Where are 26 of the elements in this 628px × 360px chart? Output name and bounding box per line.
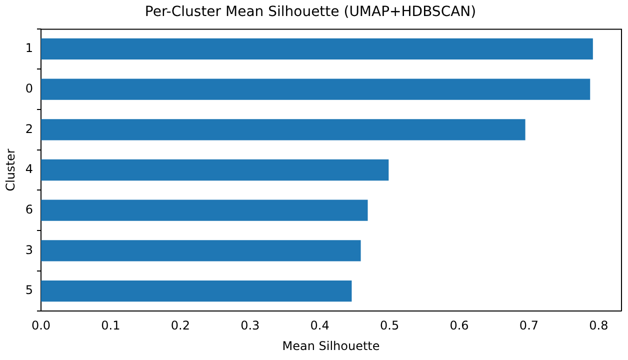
x-axis-title: Mean Silhouette xyxy=(282,338,380,353)
x-tick-label: 0.2 xyxy=(170,318,190,333)
x-tick-label: 0.4 xyxy=(310,318,330,333)
y-tick-label: 2 xyxy=(25,122,33,136)
x-tick-label: 0.3 xyxy=(240,318,260,333)
y-tick-label: 5 xyxy=(25,283,33,298)
y-tick-label: 0 xyxy=(25,81,33,96)
bar xyxy=(41,280,352,302)
bar xyxy=(41,38,593,60)
x-tick-label: 0.6 xyxy=(450,318,469,333)
bar xyxy=(41,200,368,221)
chart-title: Per-Cluster Mean Silhouette (UMAP+HDBSCAN) xyxy=(144,4,476,20)
bar xyxy=(41,240,361,262)
y-tick-label: 3 xyxy=(25,242,33,257)
x-tick-label: 0.5 xyxy=(380,318,400,333)
bar xyxy=(41,78,590,100)
y-tick-label: 4 xyxy=(25,162,33,176)
y-axis-title: Cluster xyxy=(3,148,18,192)
x-tick-label: 0.0 xyxy=(31,318,51,333)
x-tick-label: 0.8 xyxy=(589,318,608,333)
x-tick-label: 0.7 xyxy=(519,318,539,333)
y-tick-label: 1 xyxy=(25,41,33,56)
y-tick-label: 6 xyxy=(25,202,33,216)
bar xyxy=(41,119,526,140)
x-tick-label: 0.1 xyxy=(101,318,120,333)
bar xyxy=(41,159,389,181)
